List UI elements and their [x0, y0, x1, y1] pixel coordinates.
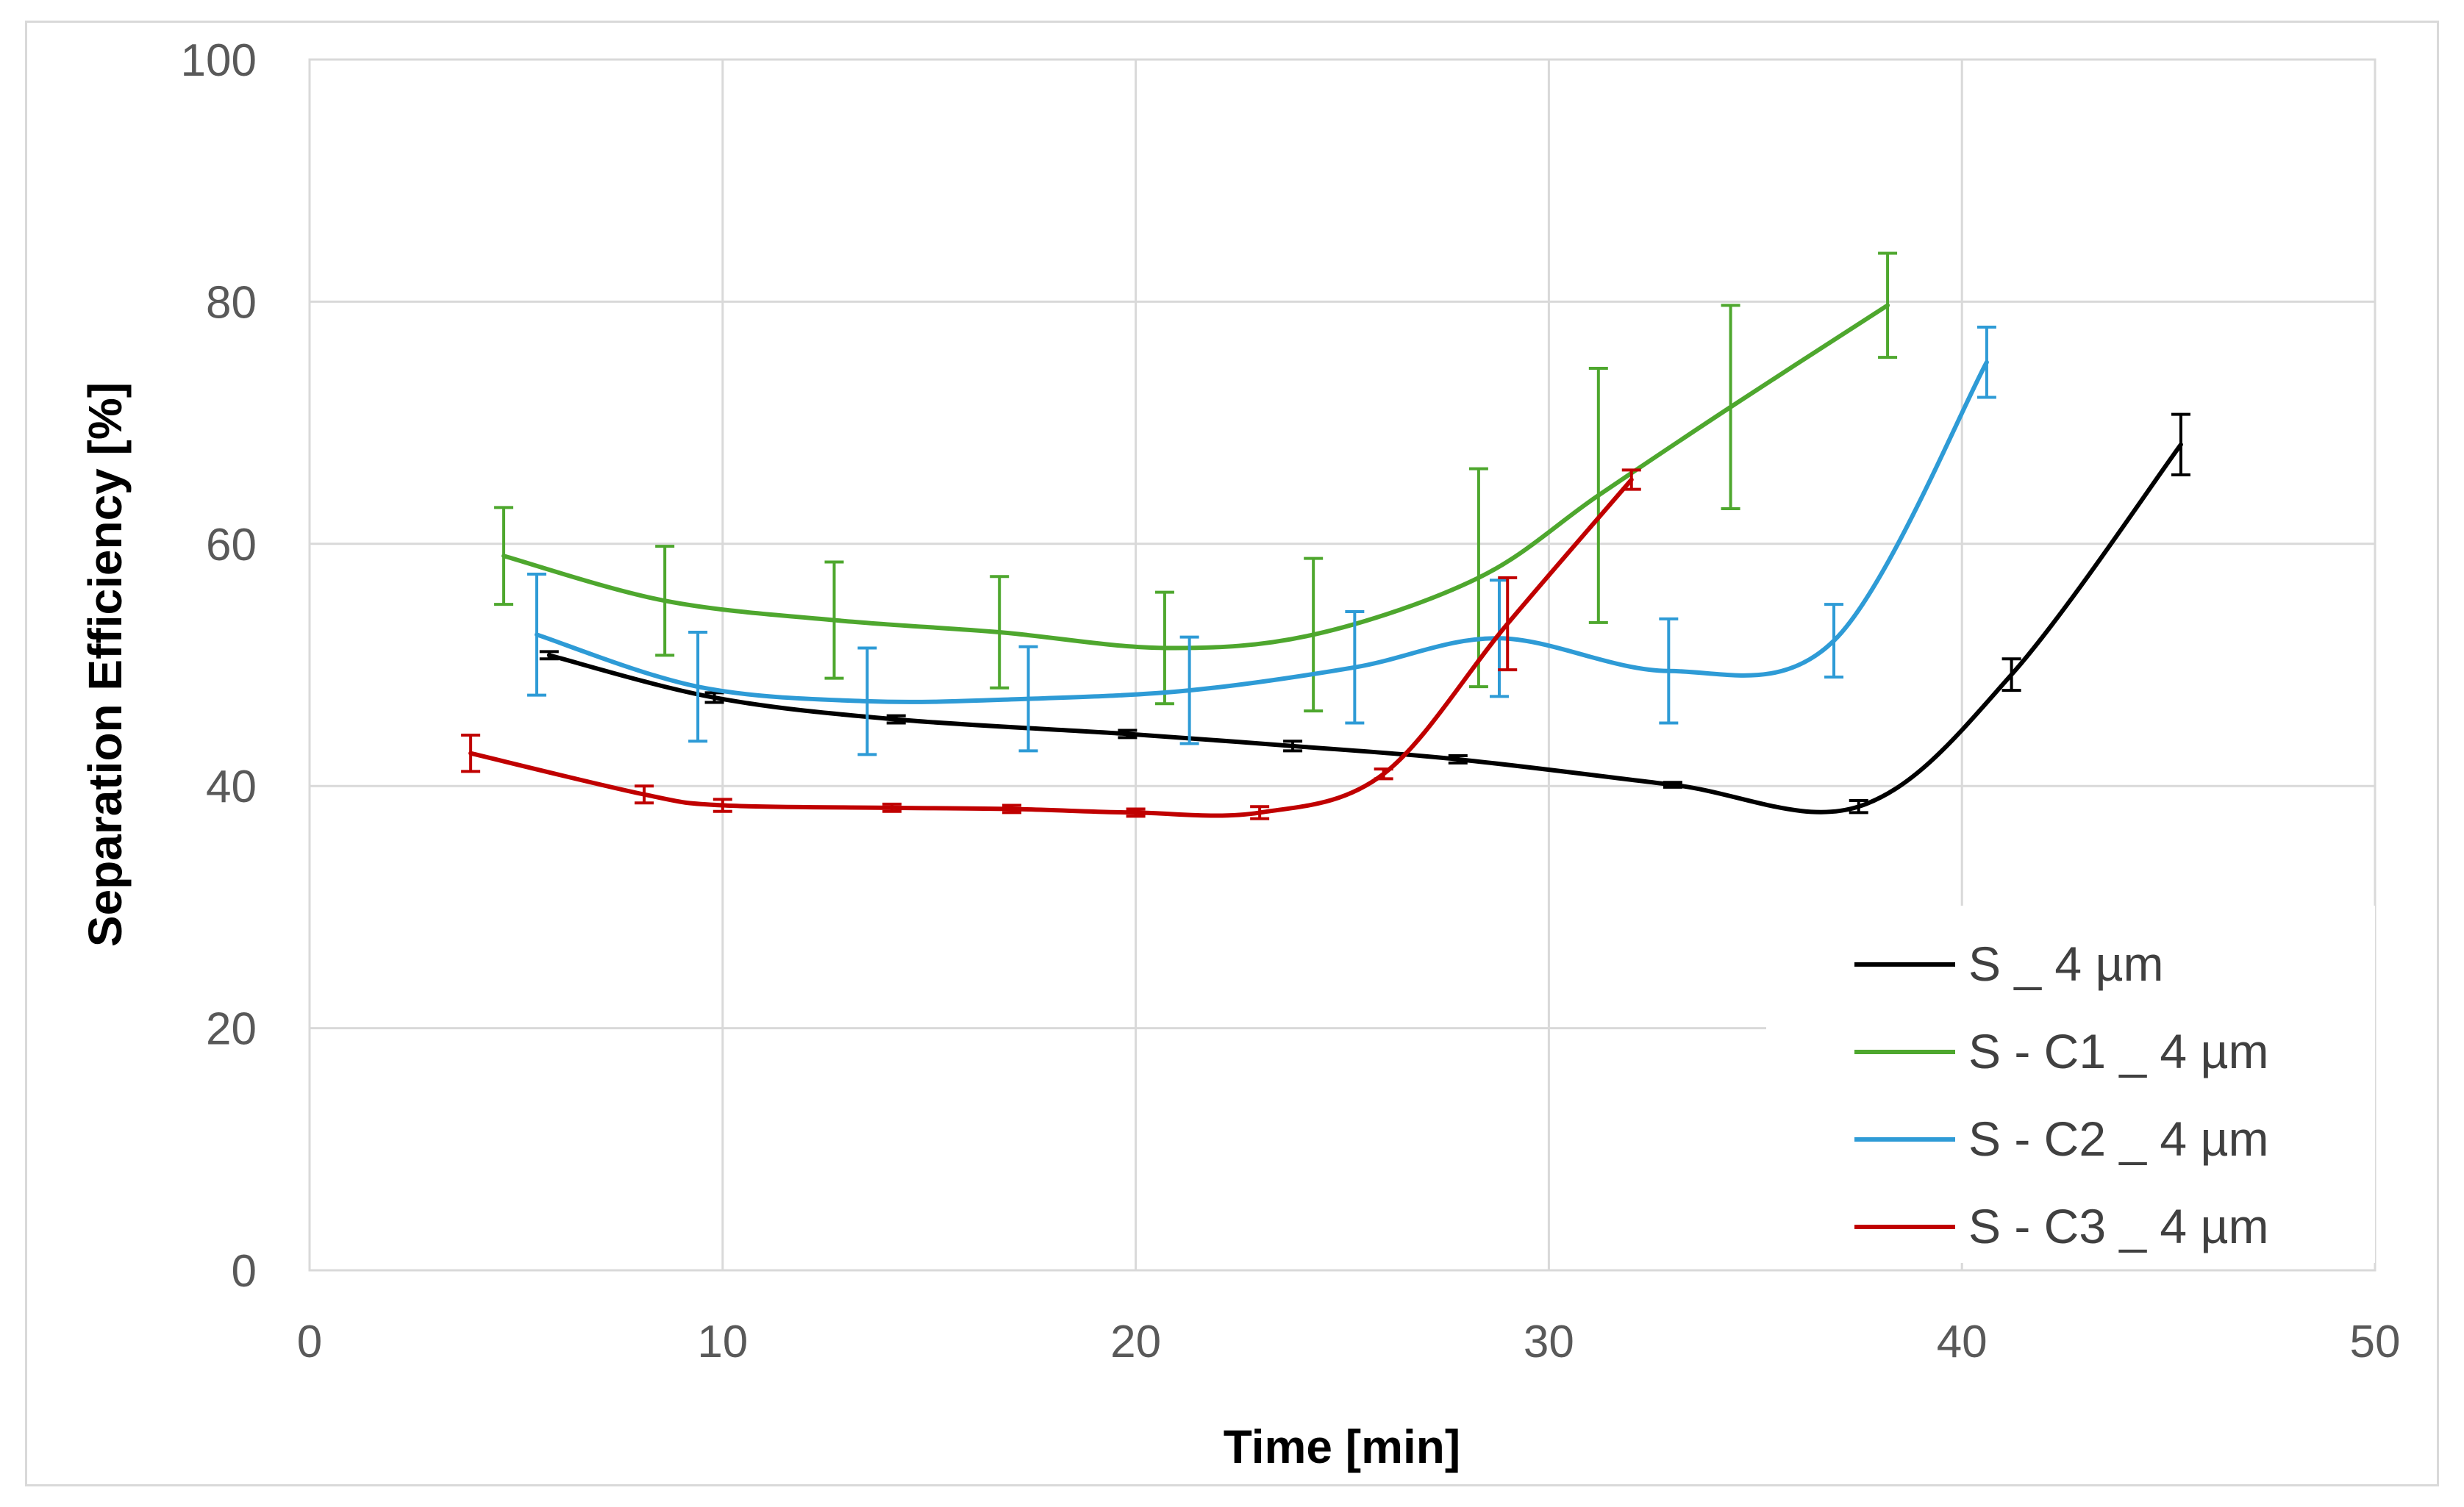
error-bar — [526, 572, 546, 697]
error-bar — [1659, 617, 1679, 725]
chart-frame — [25, 21, 2439, 1486]
legend-item: S - C1 _ 4 µm — [1854, 1024, 2268, 1078]
error-bar — [494, 506, 514, 606]
error-bar — [1588, 366, 1608, 624]
error-bar — [1468, 467, 1488, 689]
y-tick-label: 80 — [206, 277, 257, 328]
series-line — [501, 303, 1890, 651]
legend: S _ 4 µm S - C1 _ 4 µm S - C2 _ 4 µm S - C3… — [1854, 937, 2268, 1253]
error-bar — [688, 631, 708, 743]
error-bar — [1976, 325, 1996, 399]
error-bar — [824, 560, 844, 680]
error-bar — [1304, 556, 1324, 713]
error-bar — [713, 798, 732, 813]
error-bar — [1283, 740, 1303, 753]
error-bar — [1663, 781, 1682, 789]
y-axis-ticks: 0 20 40 60 80 100 — [181, 35, 257, 1297]
error-bar — [461, 734, 481, 773]
series-3 — [526, 325, 1996, 756]
error-bar — [655, 545, 675, 657]
series-layer — [461, 251, 2190, 820]
error-bar — [1498, 576, 1518, 672]
y-tick-label: 40 — [206, 762, 257, 812]
legend-label: S - C3 _ 4 µm — [1968, 1199, 2268, 1253]
error-bar — [1448, 754, 1468, 765]
series-2 — [494, 251, 1898, 713]
x-tick-label: 0 — [297, 1317, 322, 1367]
y-tick-label: 100 — [181, 35, 257, 86]
legend-label: S _ 4 µm — [1968, 937, 2163, 991]
legend-item: S _ 4 µm — [1854, 937, 2163, 991]
error-bar — [1154, 590, 1174, 706]
error-bar — [1849, 798, 1868, 815]
error-bar — [1118, 729, 1138, 740]
x-axis-title: Time [min] — [1224, 1420, 1460, 1473]
error-bar — [1002, 803, 1022, 815]
legend-label: S - C2 _ 4 µm — [1968, 1112, 2268, 1166]
error-bar — [1878, 251, 1898, 359]
series-4 — [461, 468, 1641, 820]
error-bar — [2171, 412, 2190, 476]
y-axis-title: Separation Efficiency [%] — [79, 382, 132, 947]
error-bar — [886, 714, 906, 725]
error-bar — [990, 575, 1010, 690]
error-bar — [1721, 304, 1740, 511]
error-bar — [857, 646, 877, 756]
error-bar — [1824, 603, 1844, 679]
gridlines — [310, 60, 2375, 1270]
x-axis-ticks: 0 10 20 30 40 50 — [297, 1317, 2401, 1367]
x-tick-label: 50 — [2350, 1317, 2401, 1367]
legend-label: S - C1 _ 4 µm — [1968, 1024, 2268, 1078]
y-tick-label: 60 — [206, 520, 257, 570]
x-tick-label: 30 — [1524, 1317, 1574, 1367]
error-bar — [2001, 657, 2021, 692]
error-bar — [1018, 645, 1038, 753]
error-bar — [1621, 468, 1641, 491]
error-bar — [539, 650, 559, 661]
y-tick-label: 0 — [232, 1246, 257, 1297]
x-tick-label: 40 — [1937, 1317, 1988, 1367]
series-line — [468, 477, 1634, 818]
error-bar — [1345, 610, 1365, 725]
error-bar — [635, 784, 654, 805]
error-bar — [1374, 767, 1393, 781]
error-bar — [1489, 579, 1509, 698]
legend-item: S - C3 _ 4 µm — [1854, 1199, 2268, 1253]
x-tick-label: 20 — [1110, 1317, 1161, 1367]
error-bar — [1179, 635, 1199, 745]
y-tick-label: 20 — [206, 1004, 257, 1055]
series-line — [534, 359, 1989, 704]
legend-item: S - C2 _ 4 µm — [1854, 1112, 2268, 1166]
error-bar — [1250, 805, 1270, 820]
error-bar — [1126, 807, 1146, 818]
error-bar — [882, 802, 902, 813]
x-tick-label: 10 — [697, 1317, 748, 1367]
